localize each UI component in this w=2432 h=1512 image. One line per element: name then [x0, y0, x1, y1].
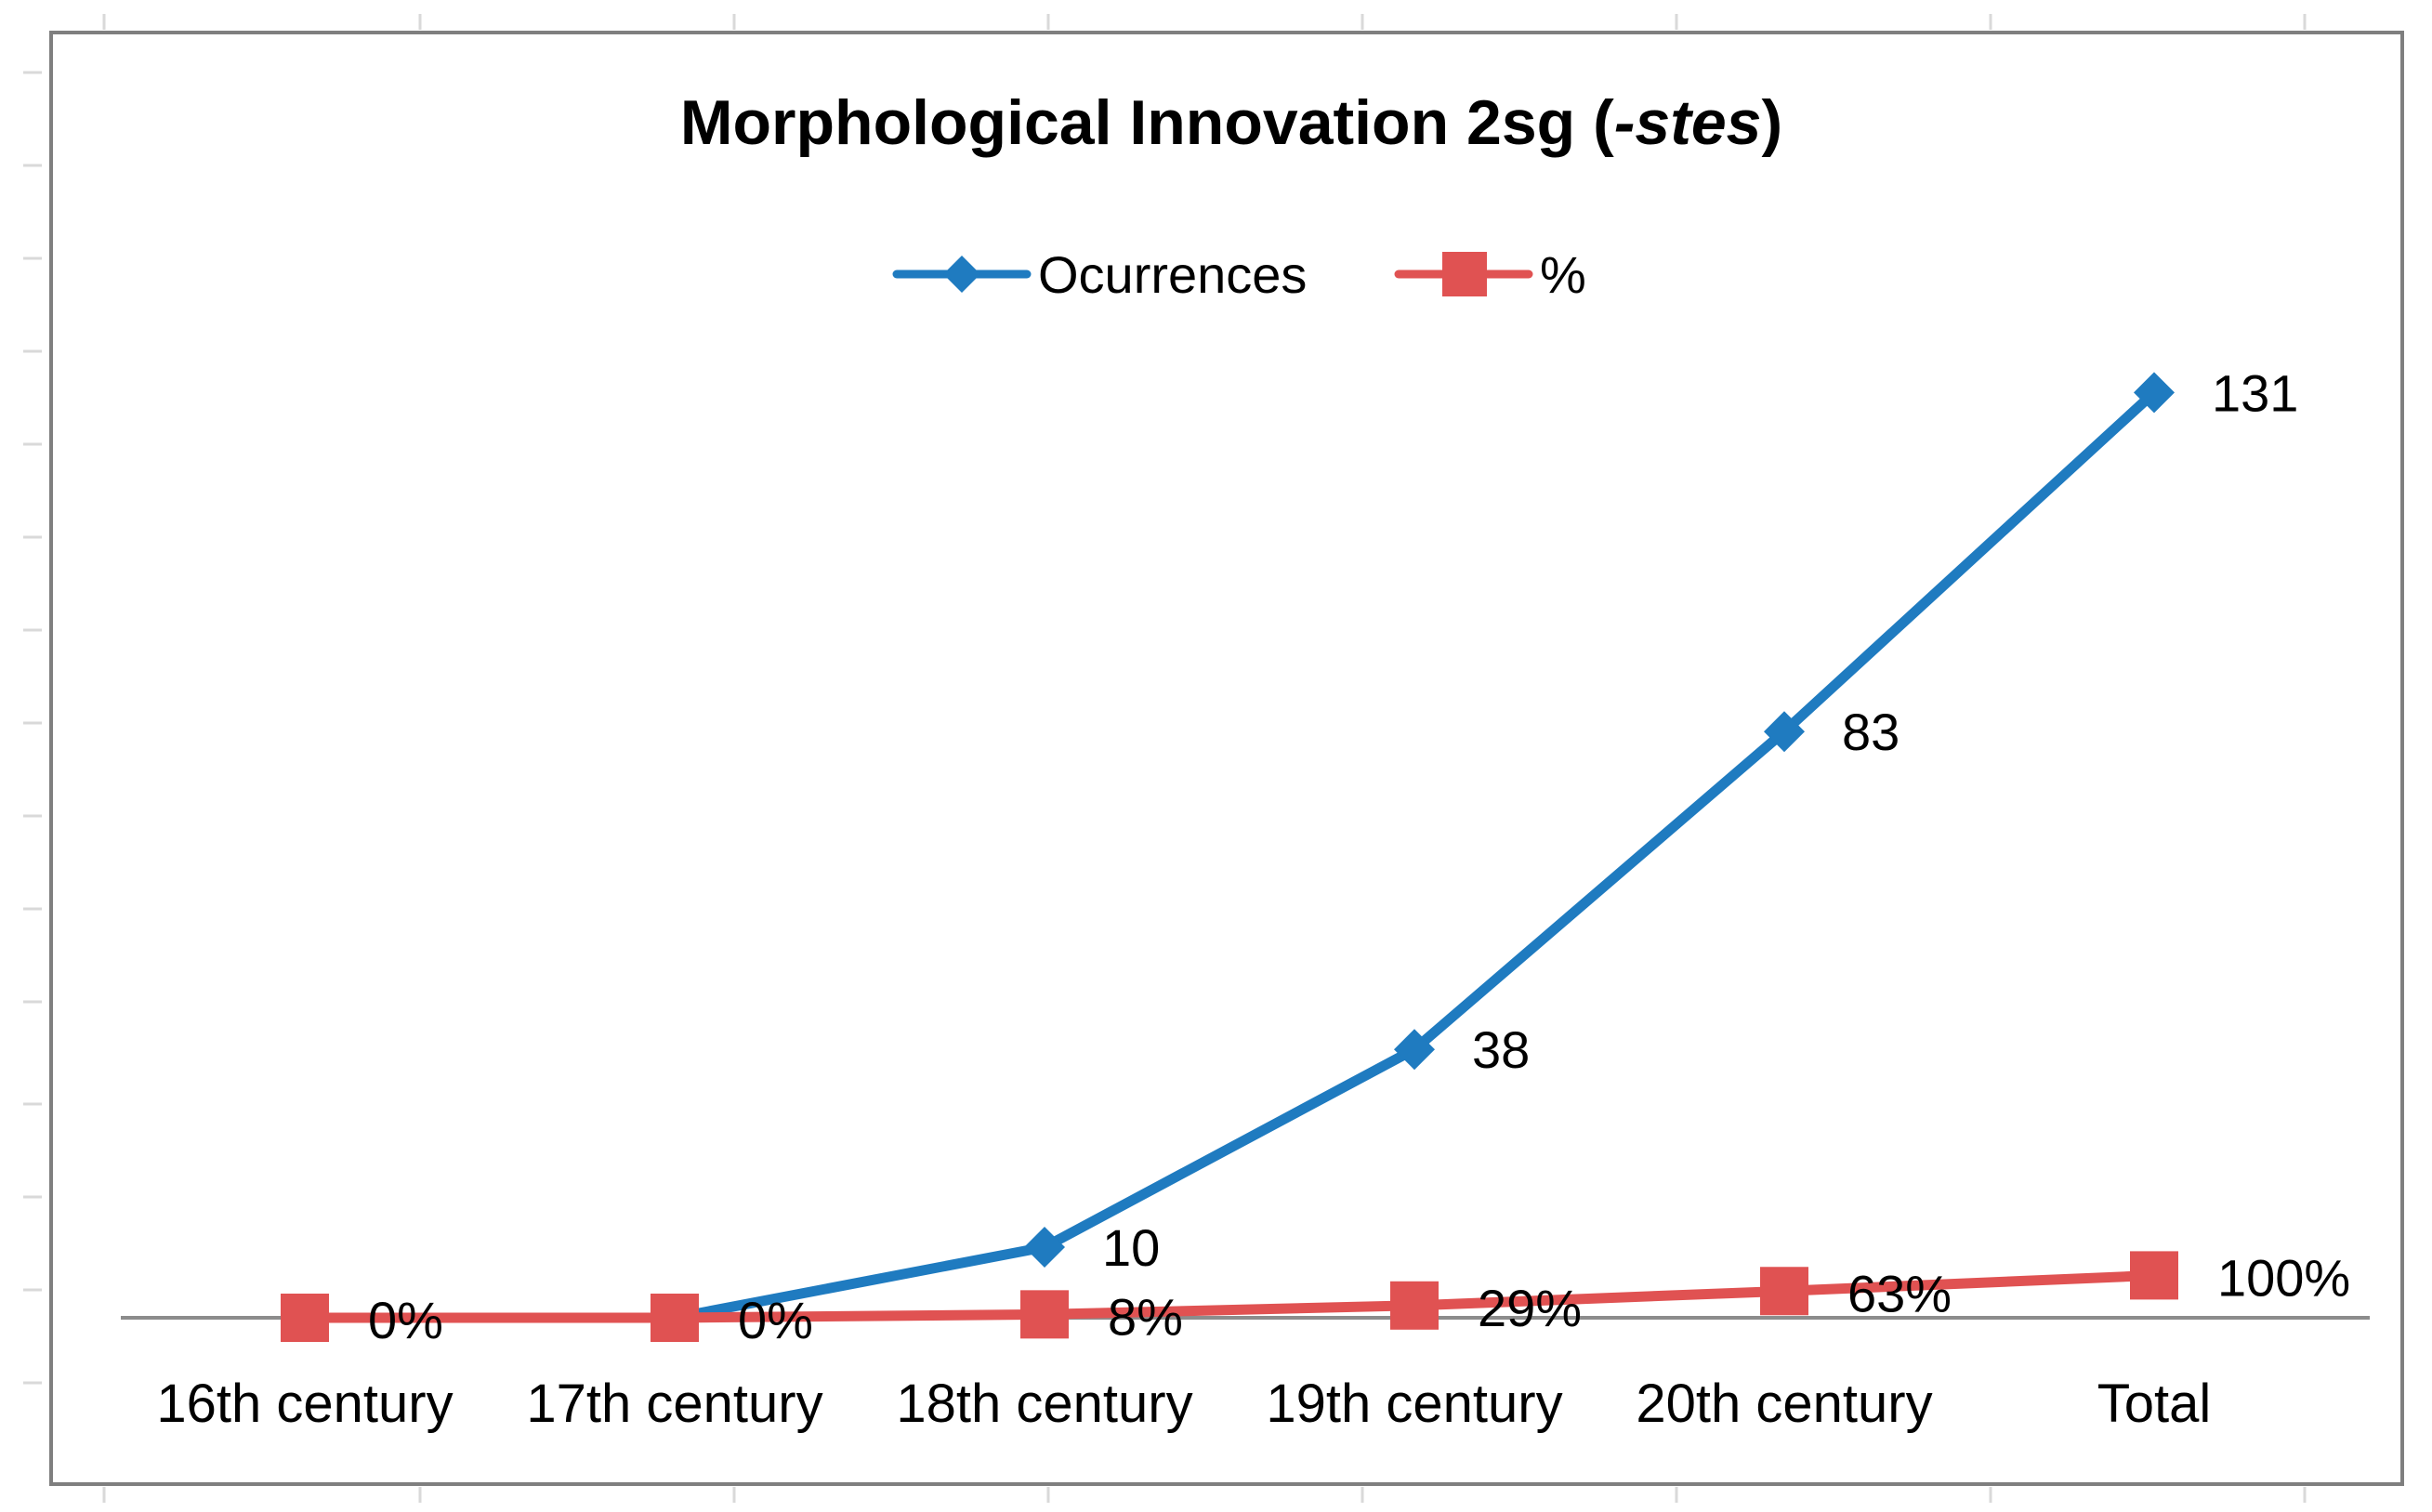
marker-ocurrences	[1394, 1029, 1435, 1071]
legend-label-percent: %	[1540, 245, 1586, 304]
x-tick-label: Total	[2097, 1374, 2212, 1434]
series-line-percent	[299, 1269, 2160, 1323]
data-label-percent: 63%	[1847, 1264, 1952, 1322]
data-label-percent: 0%	[738, 1291, 813, 1349]
marker-percent	[1760, 1267, 1808, 1316]
data-label-percent: 8%	[1108, 1287, 1183, 1346]
x-tick-label: 20th century	[1636, 1374, 1932, 1434]
marker-ocurrences	[2134, 372, 2175, 414]
data-label-percent: 100%	[2217, 1248, 2350, 1307]
marker-percent	[1020, 1290, 1069, 1339]
marker-percent	[1390, 1281, 1439, 1330]
data-label-ocurrences: 131	[2212, 363, 2298, 422]
marker-ocurrences	[1024, 1227, 1065, 1268]
data-label-percent: 29%	[1478, 1279, 1582, 1337]
legend-item-ocurrences: Ocurrences	[892, 245, 1307, 304]
chart-title-italic: -stes	[1614, 87, 1762, 158]
data-label-ocurrences: 10	[1102, 1218, 1160, 1277]
marker-percent	[2130, 1251, 2178, 1300]
x-tick-label: 17th century	[526, 1374, 822, 1434]
outer-tick-marks	[23, 14, 2307, 1503]
legend-label-ocurrences: Ocurrences	[1038, 245, 1307, 304]
series-layer: 10 38 83 131 0% 0% 8% 29% 63% 100%	[281, 363, 2350, 1349]
x-tick-labels: 16th century 17th century 18th century 19th…	[156, 1374, 2211, 1434]
data-label-ocurrences: 38	[1472, 1020, 1530, 1079]
chart-title-suffix: )	[1762, 87, 1783, 158]
legend-item-percent: %	[1394, 245, 1586, 304]
x-tick-label: 16th century	[156, 1374, 453, 1434]
marker-percent	[281, 1294, 329, 1342]
x-tick-label: 19th century	[1266, 1374, 1562, 1434]
chart-title-main: Morphological Innovation 2sg (	[680, 87, 1614, 158]
data-label-percent: 0%	[368, 1291, 443, 1349]
legend-marker-percent	[1442, 252, 1487, 296]
legend: Ocurrences %	[892, 245, 1586, 304]
data-label-ocurrences: 83	[1842, 703, 1900, 761]
chart-title: Morphological Innovation 2sg (-stes)	[680, 87, 1782, 158]
x-tick-label: 18th century	[896, 1374, 1192, 1434]
marker-percent	[651, 1294, 699, 1342]
chart-frame	[49, 31, 2404, 1486]
marker-ocurrences	[1764, 711, 1805, 753]
legend-marker-ocurrences	[943, 256, 980, 293]
